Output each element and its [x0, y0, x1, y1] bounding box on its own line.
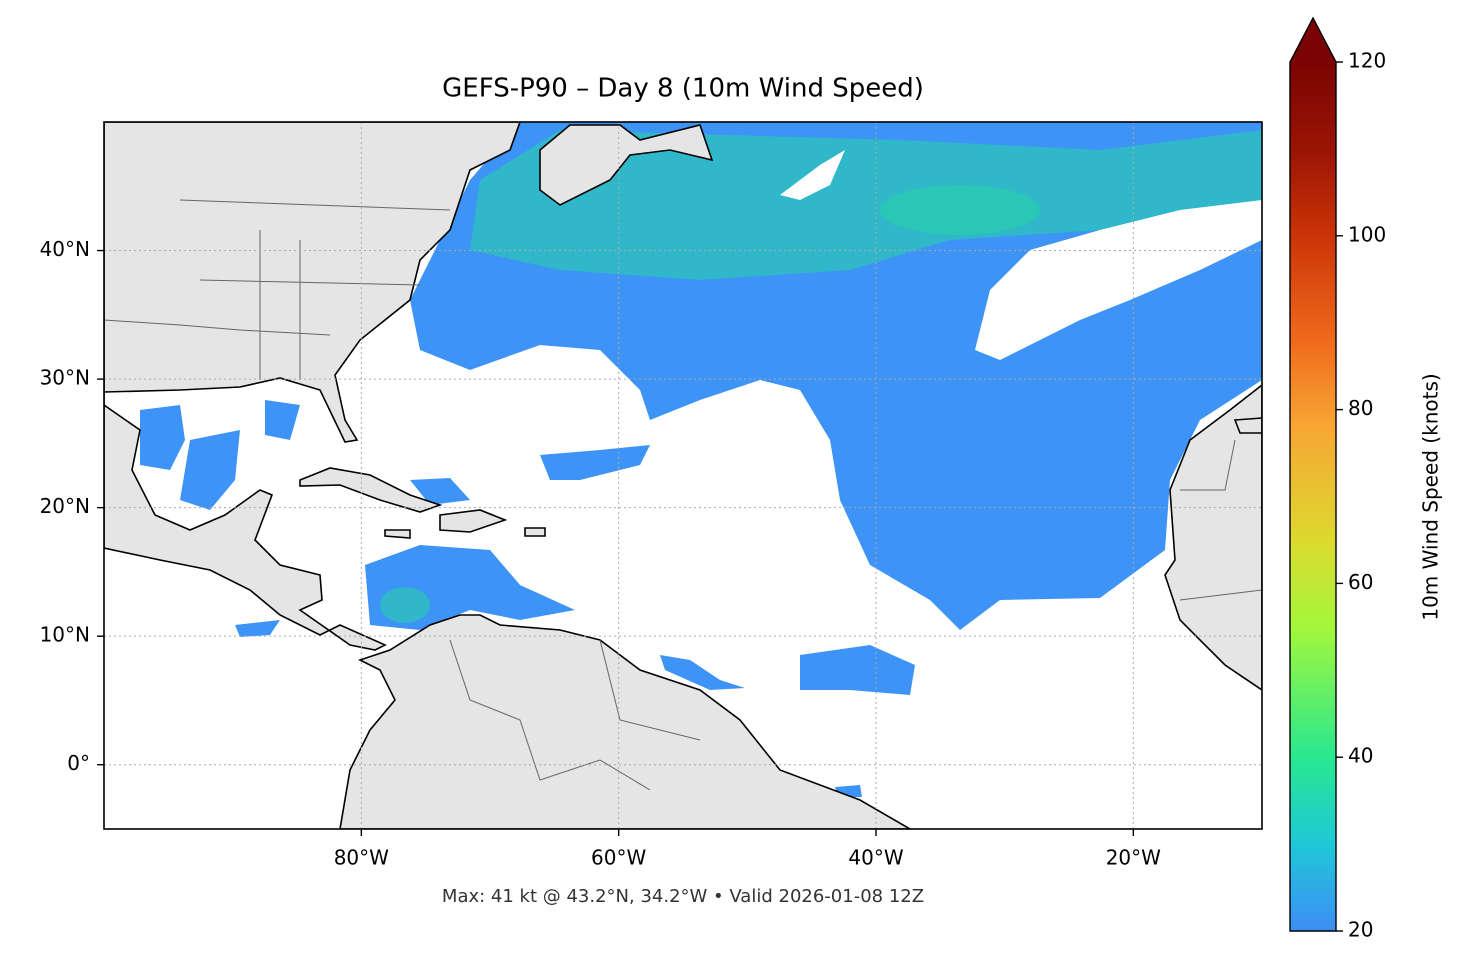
colorbar-tick-label: 80 [1348, 396, 1373, 420]
y-tick-label: 20°N [40, 494, 90, 518]
colorbar-tick-label: 100 [1348, 222, 1386, 246]
y-tick-label: 0° [67, 751, 90, 775]
y-tick-label: 10°N [40, 623, 90, 647]
colorbar-label: 10m Wind Speed (knots) [1419, 373, 1443, 620]
grid [104, 122, 1262, 829]
y-tick-label: 40°N [40, 237, 90, 261]
borders [104, 199, 1262, 791]
x-tick-label: 80°W [334, 846, 389, 870]
colorbar-extend [1290, 18, 1336, 62]
colorbar-outline [1289, 16, 1337, 932]
colorbar [1290, 62, 1336, 931]
colorbar-tick-label: 20 [1348, 918, 1373, 942]
map-frame [103, 121, 1263, 830]
chart-title: GEFS-P90 – Day 8 (10m Wind Speed) [442, 74, 924, 104]
coastlines [104, 122, 1262, 829]
x-tick-label: 20°W [1106, 846, 1161, 870]
footer-note: Max: 41 kt @ 43.2°N, 34.2°W • Valid 2026… [442, 886, 924, 907]
x-tick-label: 40°W [848, 846, 903, 870]
colorbar-tick-label: 60 [1348, 570, 1373, 594]
colorbar-tick-label: 120 [1348, 49, 1386, 73]
wind-field [140, 122, 1262, 797]
y-tick-label: 30°N [40, 366, 90, 390]
map [104, 122, 1262, 829]
x-tick-label: 60°W [591, 846, 646, 870]
colorbar-tick-label: 40 [1348, 744, 1373, 768]
